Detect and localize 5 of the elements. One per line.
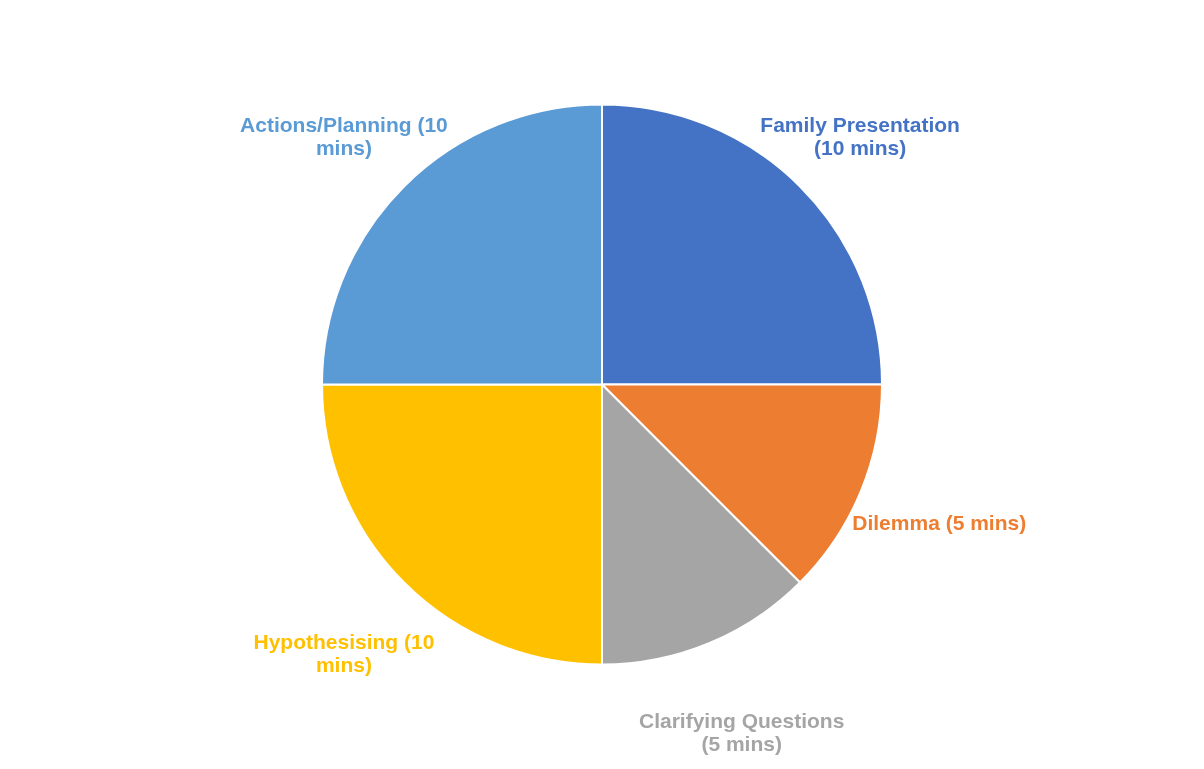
- slice-label: Dilemma (5 mins): [852, 511, 1027, 535]
- slice-label: Clarifying Questions (5 mins): [638, 708, 845, 755]
- slice-label: Family Presentation (10 mins): [760, 113, 960, 160]
- slice-label: Hypothesising (10 mins): [253, 629, 435, 676]
- slice-label: Actions/Planning (10 mins): [240, 113, 448, 160]
